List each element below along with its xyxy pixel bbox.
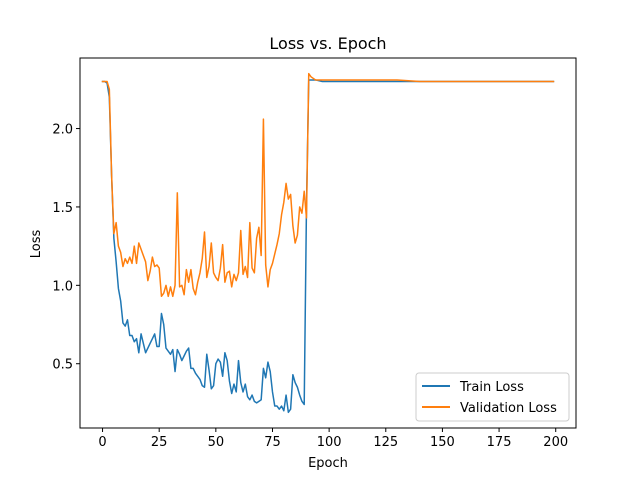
x-tick-label: 175 xyxy=(487,435,512,450)
x-tick-label: 50 xyxy=(208,435,225,450)
y-ticks: 0.5 1.0 1.5 2.0 xyxy=(52,123,80,373)
y-tick-label: 2.0 xyxy=(52,123,73,138)
legend-label-train-loss: Train Loss xyxy=(459,380,524,395)
x-tick-label: 200 xyxy=(543,435,568,450)
legend: Train Loss Validation Loss xyxy=(415,372,570,422)
y-tick-label: 1.0 xyxy=(52,279,73,294)
x-ticks: 0 25 50 75 100 125 150 175 200 xyxy=(98,428,568,450)
series-line-train-loss xyxy=(101,79,555,414)
series-lines xyxy=(101,72,555,414)
legend-label-validation-loss: Validation Loss xyxy=(460,401,557,416)
x-tick-label: 75 xyxy=(264,435,281,450)
series-line-validation-loss xyxy=(101,72,555,298)
x-tick-label: 25 xyxy=(151,435,168,450)
chart-title: Loss vs. Epoch xyxy=(269,34,386,53)
x-tick-label: 125 xyxy=(373,435,398,450)
y-tick-label: 0.5 xyxy=(52,358,73,373)
x-axis-label: Epoch xyxy=(308,456,348,471)
x-tick-label: 150 xyxy=(430,435,455,450)
plot-area-frame xyxy=(79,57,577,429)
legend-box xyxy=(415,372,570,422)
x-tick-label: 0 xyxy=(98,435,106,450)
y-axis-label: Loss xyxy=(29,230,44,259)
x-tick-label: 100 xyxy=(317,435,342,450)
y-tick-label: 1.5 xyxy=(52,201,73,216)
